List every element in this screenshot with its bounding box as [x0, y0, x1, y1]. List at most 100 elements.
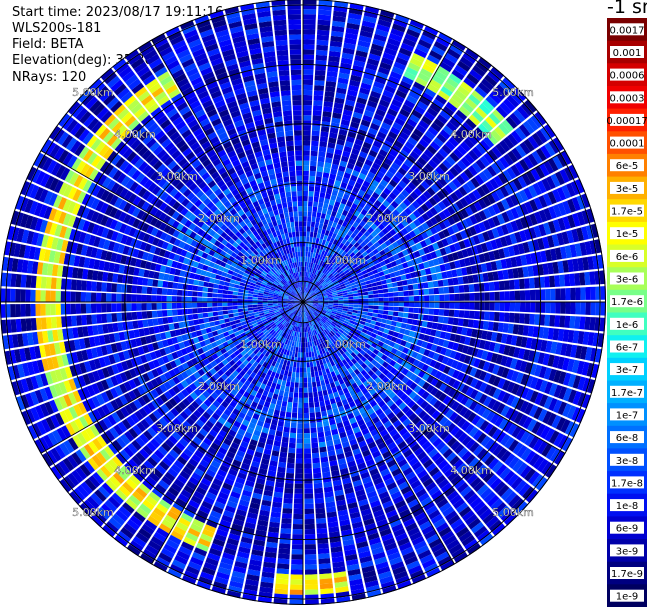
ppi-cell — [333, 300, 339, 302]
ppi-cell — [432, 242, 440, 251]
ppi-cell — [331, 321, 337, 326]
ppi-cell — [515, 385, 525, 397]
ppi-cell — [408, 230, 417, 239]
ppi-cell — [532, 264, 539, 276]
ppi-cell — [562, 216, 571, 230]
ppi-cell — [362, 141, 372, 150]
ppi-cell — [377, 66, 390, 76]
ppi-cell — [480, 435, 491, 447]
ppi-cell — [347, 294, 354, 297]
ppi-cell — [323, 284, 329, 289]
ppi-cell — [402, 285, 409, 291]
ppi-cell — [465, 47, 480, 60]
ppi-cell — [390, 28, 405, 38]
ppi-cell — [353, 198, 361, 206]
ppi-cell — [349, 320, 355, 325]
ppi-cell — [562, 357, 570, 371]
ppi-cell — [403, 267, 411, 274]
ppi-cell — [373, 81, 385, 90]
ppi-cell — [308, 277, 311, 283]
ppi-cell — [413, 307, 419, 314]
ppi-cell — [555, 302, 561, 314]
ppi-cell — [520, 465, 532, 479]
ppi-cell — [446, 324, 453, 333]
ppi-cell — [372, 248, 379, 255]
ppi-cell — [551, 234, 560, 247]
ppi-cell — [293, 508, 303, 515]
ppi-cell — [346, 22, 360, 30]
ppi-cell — [534, 111, 547, 126]
ppi-cell — [510, 207, 520, 219]
ppi-cell — [557, 356, 565, 370]
ppi-cell — [309, 283, 312, 289]
ppi-cell — [427, 126, 439, 137]
ppi-cell — [461, 327, 468, 336]
ppi-cell — [295, 473, 303, 479]
ppi-cell — [379, 249, 386, 256]
ppi-cell — [407, 181, 417, 191]
ppi-cell — [464, 397, 474, 409]
ppi-cell — [473, 403, 483, 414]
ppi-cell — [335, 223, 342, 230]
ppi-cell — [313, 274, 317, 280]
ppi-cell — [379, 61, 392, 71]
ppi-cell — [467, 134, 479, 146]
ppi-cell — [467, 165, 478, 177]
ppi-cell — [539, 163, 550, 177]
ppi-cell — [505, 257, 513, 269]
ppi-cell — [522, 486, 535, 500]
ppi-cell — [306, 294, 311, 299]
ppi-cell — [427, 406, 437, 416]
ppi-cell — [432, 423, 442, 434]
ppi-cell — [311, 285, 316, 291]
ppi-cell — [365, 63, 378, 71]
ppi-cell — [534, 277, 540, 289]
ppi-cell — [326, 289, 332, 293]
ppi-cell — [418, 379, 426, 388]
ppi-cell — [517, 243, 525, 255]
ppi-cell — [349, 345, 356, 352]
ppi-cell — [530, 252, 538, 264]
ppi-cell — [312, 304, 318, 306]
ppi-cell — [353, 235, 360, 242]
ppi-cell — [493, 281, 500, 291]
ppi-cell — [411, 200, 420, 209]
ppi-cell — [280, 446, 288, 453]
ppi-cell — [398, 291, 404, 297]
ppi-cell — [306, 231, 310, 237]
ppi-cell — [372, 290, 379, 295]
ppi-cell — [314, 80, 325, 86]
ppi-cell — [318, 553, 330, 560]
ppi-cell — [500, 355, 508, 367]
ppi-cell — [366, 283, 372, 288]
ppi-cell — [423, 148, 434, 159]
ppi-cell — [351, 116, 361, 124]
ppi-cell — [349, 79, 361, 87]
ppi-cell — [456, 174, 466, 186]
ppi-cell — [442, 228, 451, 238]
ppi-cell — [381, 227, 389, 235]
ppi-cell — [381, 354, 388, 361]
ppi-cell — [443, 309, 450, 317]
ppi-cell — [478, 283, 485, 292]
ppi-cell — [517, 324, 524, 336]
ppi-cell — [486, 474, 499, 487]
ppi-cell — [313, 482, 323, 489]
ppi-cell — [392, 386, 401, 395]
ppi-cell — [501, 367, 510, 379]
ppi-cell — [278, 548, 290, 555]
ppi-cell — [377, 285, 383, 290]
ppi-cell — [473, 223, 482, 234]
ppi-cell — [454, 189, 464, 200]
ppi-cell — [466, 247, 474, 257]
ppi-cell — [327, 305, 333, 309]
ppi-cell — [343, 299, 349, 302]
ppi-cell — [397, 286, 404, 292]
ppi-cell — [517, 175, 528, 188]
ppi-cell — [550, 341, 558, 354]
ppi-cell — [331, 289, 337, 293]
ppi-cell — [385, 42, 399, 52]
ppi-cell — [311, 307, 316, 311]
ppi-cell — [363, 273, 369, 278]
ppi-cell — [435, 249, 442, 258]
